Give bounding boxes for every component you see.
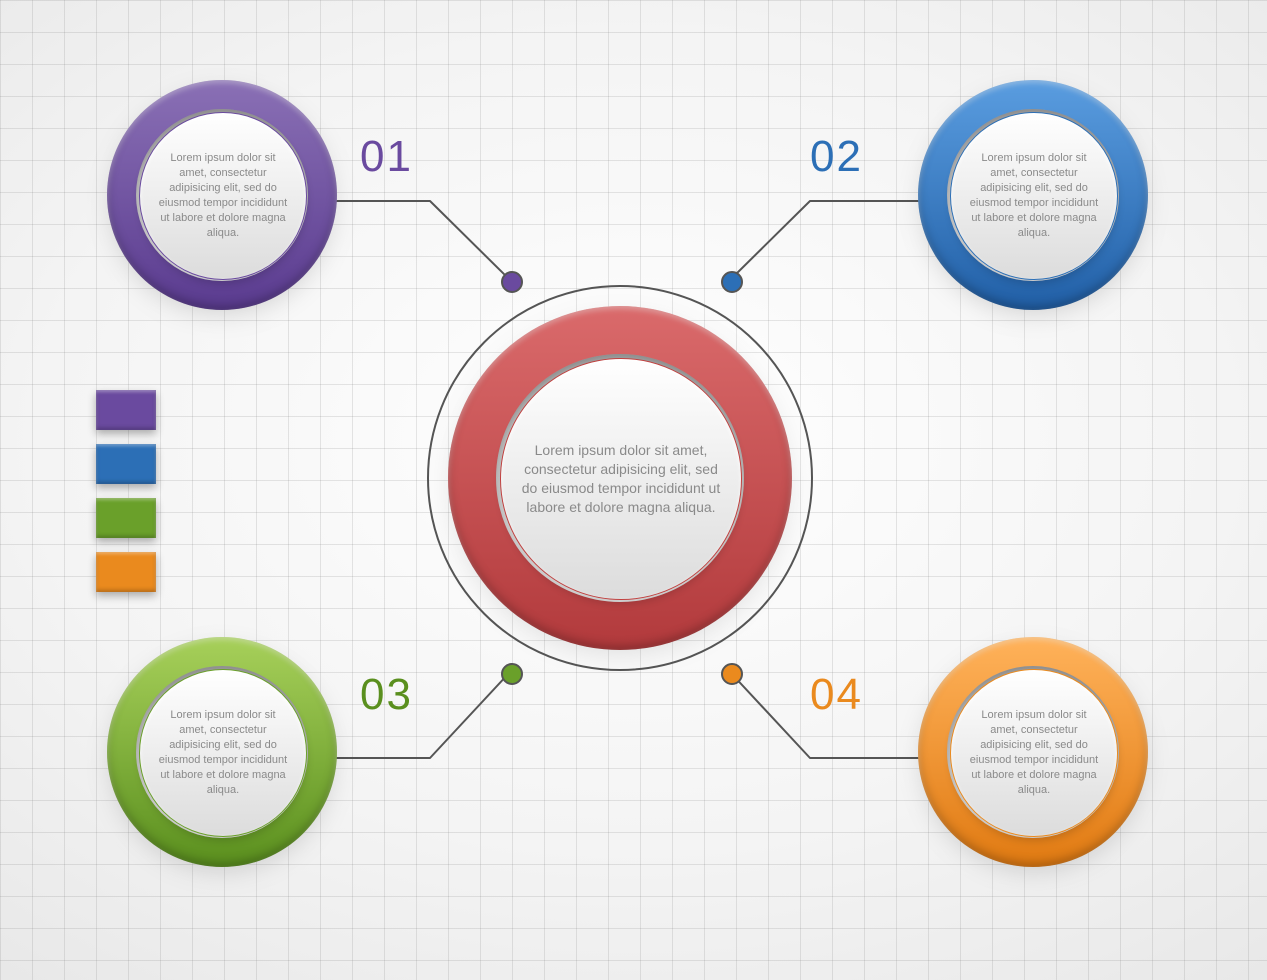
node-n2-text: Lorem ipsum dolor sit amet, consectetur … bbox=[951, 151, 1117, 240]
legend-swatch-1 bbox=[96, 390, 156, 430]
number-label-n4: 04 bbox=[810, 670, 863, 720]
node-n3-text: Lorem ipsum dolor sit amet, consectetur … bbox=[140, 708, 306, 797]
legend-swatch-3 bbox=[96, 498, 156, 538]
node-n2-disc: Lorem ipsum dolor sit amet, consectetur … bbox=[950, 112, 1118, 280]
number-label-n3: 03 bbox=[360, 670, 413, 720]
center-disc: Lorem ipsum dolor sit amet, consectetur … bbox=[500, 358, 742, 600]
connector-dot-n2 bbox=[721, 271, 743, 293]
infographic-stage: Lorem ipsum dolor sit amet, consectetur … bbox=[0, 0, 1267, 980]
connector-dot-n1 bbox=[501, 271, 523, 293]
center-text: Lorem ipsum dolor sit amet, consectetur … bbox=[501, 441, 741, 517]
node-n4-text: Lorem ipsum dolor sit amet, consectetur … bbox=[951, 708, 1117, 797]
connector-dot-n4 bbox=[721, 663, 743, 685]
legend-swatch-2 bbox=[96, 444, 156, 484]
number-label-n2: 02 bbox=[810, 132, 863, 182]
number-label-n1: 01 bbox=[360, 132, 413, 182]
node-n4-disc: Lorem ipsum dolor sit amet, consectetur … bbox=[950, 669, 1118, 837]
legend-swatch-4 bbox=[96, 552, 156, 592]
node-n1-disc: Lorem ipsum dolor sit amet, consectetur … bbox=[139, 112, 307, 280]
connector-dot-n3 bbox=[501, 663, 523, 685]
node-n3-disc: Lorem ipsum dolor sit amet, consectetur … bbox=[139, 669, 307, 837]
node-n1-text: Lorem ipsum dolor sit amet, consectetur … bbox=[140, 151, 306, 240]
